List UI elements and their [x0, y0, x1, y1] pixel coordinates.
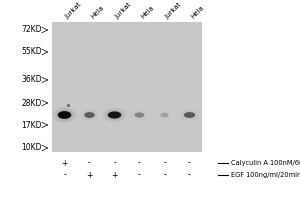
- Text: Hela: Hela: [190, 5, 205, 20]
- Text: -: -: [188, 170, 191, 180]
- Text: Jurkat: Jurkat: [164, 1, 183, 20]
- Ellipse shape: [105, 109, 124, 121]
- Text: +: +: [111, 170, 118, 180]
- Ellipse shape: [184, 112, 195, 118]
- Ellipse shape: [59, 111, 70, 119]
- Ellipse shape: [136, 113, 142, 117]
- Text: +: +: [86, 170, 93, 180]
- Ellipse shape: [55, 108, 74, 122]
- Ellipse shape: [83, 111, 96, 119]
- Text: -: -: [188, 158, 191, 168]
- Ellipse shape: [58, 111, 71, 119]
- Ellipse shape: [160, 113, 169, 117]
- Ellipse shape: [87, 114, 92, 116]
- Ellipse shape: [186, 113, 193, 117]
- Ellipse shape: [62, 113, 67, 117]
- Text: Calyculin A 100nM/60min: Calyculin A 100nM/60min: [231, 160, 300, 166]
- Ellipse shape: [185, 112, 194, 118]
- Ellipse shape: [138, 114, 142, 116]
- Text: 17KD: 17KD: [22, 120, 42, 130]
- Ellipse shape: [84, 112, 95, 118]
- Text: -: -: [88, 158, 91, 168]
- Ellipse shape: [110, 112, 118, 118]
- Ellipse shape: [106, 110, 123, 120]
- Text: Hela: Hela: [89, 5, 105, 20]
- Ellipse shape: [182, 111, 197, 119]
- Ellipse shape: [60, 112, 69, 118]
- Text: -: -: [163, 170, 166, 180]
- Text: 55KD: 55KD: [21, 47, 42, 56]
- Text: Hela: Hela: [140, 5, 155, 20]
- Ellipse shape: [135, 112, 144, 118]
- Ellipse shape: [187, 114, 192, 116]
- Ellipse shape: [108, 111, 121, 119]
- Text: Jurkat: Jurkat: [64, 1, 83, 20]
- Text: -: -: [113, 158, 116, 168]
- Ellipse shape: [103, 108, 126, 122]
- Ellipse shape: [184, 112, 195, 118]
- Ellipse shape: [108, 111, 122, 119]
- Ellipse shape: [53, 108, 76, 122]
- Bar: [52, 22, 202, 152]
- Text: -: -: [138, 158, 141, 168]
- Ellipse shape: [109, 112, 120, 118]
- Ellipse shape: [84, 112, 95, 118]
- Text: 36KD: 36KD: [21, 75, 42, 84]
- Ellipse shape: [58, 110, 71, 120]
- Ellipse shape: [112, 113, 117, 117]
- Ellipse shape: [86, 113, 93, 117]
- Text: 28KD: 28KD: [22, 98, 42, 108]
- Text: -: -: [163, 158, 166, 168]
- Text: -: -: [63, 170, 66, 180]
- Text: 10KD: 10KD: [22, 144, 42, 152]
- Text: Jurkat: Jurkat: [115, 1, 133, 20]
- Ellipse shape: [85, 112, 94, 118]
- Text: +: +: [61, 158, 68, 168]
- Text: -: -: [138, 170, 141, 180]
- Text: 72KD: 72KD: [22, 25, 42, 34]
- Ellipse shape: [56, 109, 73, 121]
- Text: EGF 100ng/ml/20min: EGF 100ng/ml/20min: [231, 172, 300, 178]
